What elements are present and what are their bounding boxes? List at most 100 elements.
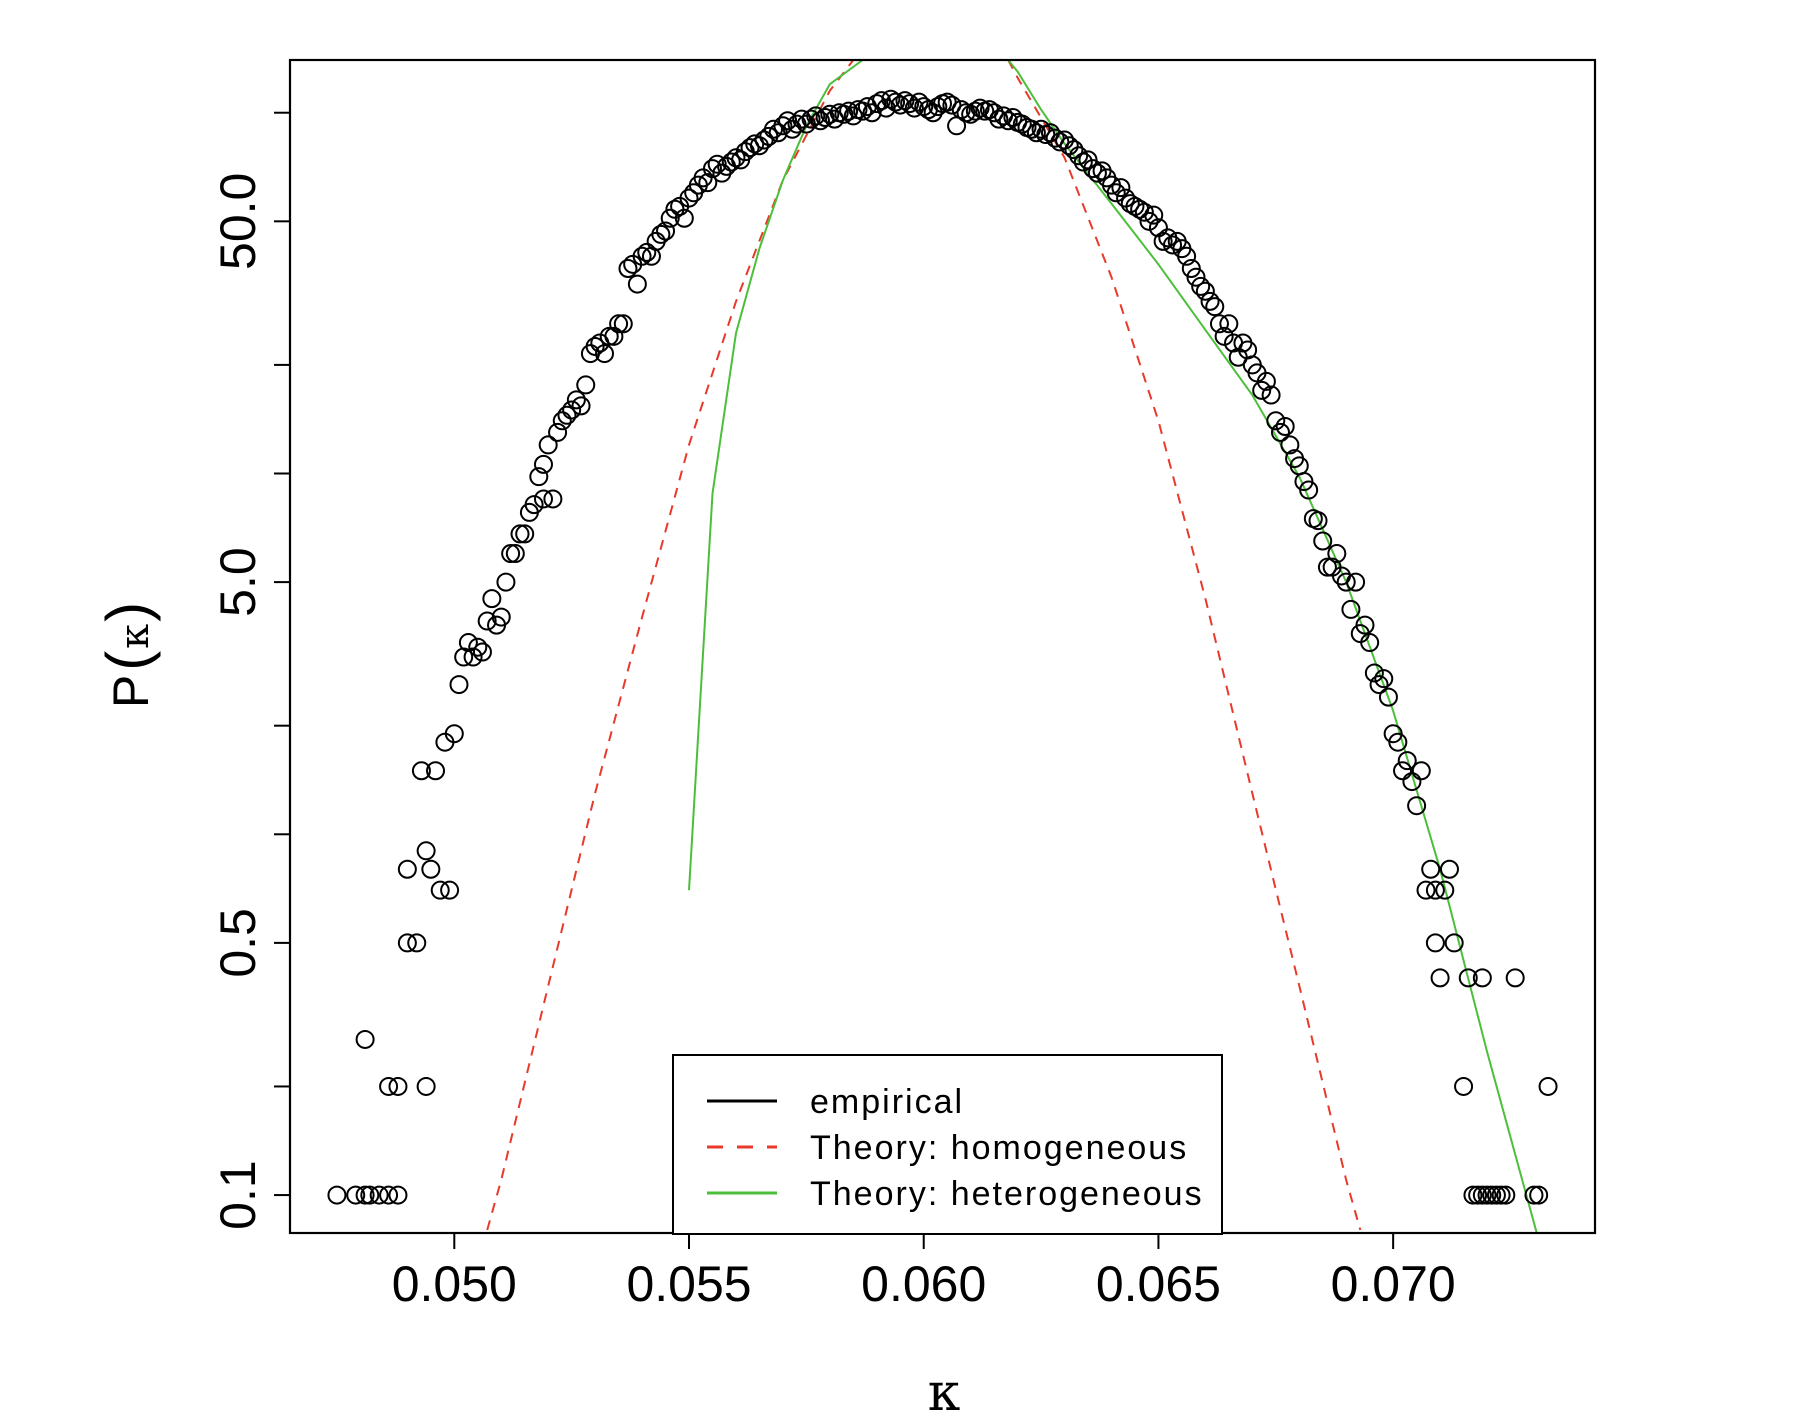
- empirical-point: [1106, 183, 1126, 203]
- empirical-point: [1407, 796, 1427, 816]
- empirical-point: [411, 761, 431, 781]
- y-tick-label: 50.0: [210, 173, 266, 270]
- empirical-point: [346, 1185, 366, 1205]
- empirical-point: [430, 880, 450, 900]
- empirical-point: [984, 103, 1004, 123]
- empirical-point: [660, 208, 680, 228]
- empirical-point: [552, 411, 572, 431]
- empirical-point: [1059, 136, 1079, 156]
- y-axis-title-symbol: κ: [112, 624, 158, 649]
- empirical-point: [1163, 235, 1183, 255]
- empirical-point: [510, 524, 530, 544]
- empirical-point: [637, 242, 657, 262]
- empirical-point: [707, 154, 727, 174]
- empirical-point: [867, 94, 887, 114]
- empirical-point: [1064, 140, 1084, 160]
- empirical-point: [1214, 326, 1234, 346]
- empirical-point: [449, 675, 469, 695]
- empirical-point: [1411, 761, 1431, 781]
- empirical-point: [1472, 968, 1492, 988]
- y-axis: 0.1 0.5 5.0 50.0: [210, 111, 291, 1230]
- empirical-point: [1261, 385, 1281, 405]
- empirical-point: [1425, 933, 1445, 953]
- empirical-point: [1524, 1185, 1544, 1205]
- empirical-point: [1482, 1185, 1502, 1205]
- empirical-point: [876, 98, 896, 118]
- empirical-point: [397, 859, 417, 879]
- series-line-theory-heterogeneous: [688, 60, 1538, 1233]
- empirical-point: [1355, 615, 1375, 635]
- empirical-point: [543, 489, 563, 509]
- empirical-point: [1435, 880, 1455, 900]
- empirical-point: [1421, 859, 1441, 879]
- empirical-point: [989, 109, 1009, 129]
- empirical-point: [1270, 422, 1290, 442]
- empirical-point: [1134, 202, 1154, 222]
- empirical-point: [496, 572, 516, 592]
- empirical-point: [1186, 267, 1206, 287]
- empirical-point: [1177, 246, 1197, 266]
- legend-label-empirical: empirical: [810, 1083, 964, 1121]
- empirical-point: [1031, 119, 1051, 139]
- empirical-point: [566, 390, 586, 410]
- empirical-point: [1378, 687, 1398, 707]
- empirical-point: [1468, 1185, 1488, 1205]
- empirical-point: [1026, 123, 1046, 143]
- empirical-point: [1153, 231, 1173, 251]
- svg-text:P(κ): P (κ): [94, 602, 161, 708]
- empirical-point: [1256, 371, 1276, 391]
- empirical-point: [1144, 205, 1164, 225]
- empirical-point: [1369, 675, 1389, 695]
- empirical-point: [397, 933, 417, 953]
- empirical-point: [407, 933, 427, 953]
- empirical-point: [1439, 859, 1459, 879]
- empirical-point: [1388, 732, 1408, 752]
- empirical-point: [1181, 259, 1201, 279]
- empirical-point: [1505, 968, 1525, 988]
- empirical-point: [632, 246, 652, 266]
- empirical-point: [1209, 314, 1229, 334]
- empirical-point: [1346, 572, 1366, 592]
- empirical-point: [1491, 1185, 1511, 1205]
- empirical-point: [533, 454, 553, 474]
- empirical-point: [1538, 1076, 1558, 1096]
- x-tick-label: 0.065: [1096, 1256, 1221, 1312]
- empirical-point: [801, 109, 821, 129]
- empirical-point: [674, 208, 694, 228]
- empirical-point: [505, 544, 525, 564]
- legend-label-heterogeneous: Theory: heterogeneous: [810, 1175, 1204, 1213]
- empirical-point: [388, 1185, 408, 1205]
- empirical-point: [1430, 968, 1450, 988]
- empirical-point: [1472, 1185, 1492, 1205]
- empirical-point: [426, 761, 446, 781]
- y-tick-label: 0.1: [210, 1160, 266, 1230]
- empirical-point: [599, 326, 619, 346]
- y-tick-label: 0.5: [210, 908, 266, 978]
- empirical-point: [1364, 663, 1384, 683]
- empirical-point: [1416, 880, 1436, 900]
- empirical-point: [1139, 211, 1159, 231]
- empirical-point: [900, 94, 920, 114]
- empirical-point: [468, 637, 488, 657]
- empirical-point: [764, 119, 784, 139]
- empirical-point: [787, 114, 807, 134]
- empirical-point: [369, 1185, 389, 1205]
- empirical-point: [416, 841, 436, 861]
- empirical-point: [388, 1076, 408, 1096]
- empirical-point: [702, 159, 722, 179]
- x-tick-label: 0.050: [392, 1256, 517, 1312]
- empirical-point: [1336, 572, 1356, 592]
- empirical-point: [806, 106, 826, 126]
- empirical-point: [792, 109, 812, 129]
- empirical-point: [491, 607, 511, 627]
- empirical-point: [1191, 276, 1211, 296]
- x-tick-label: 0.060: [861, 1256, 986, 1312]
- legend-box: [672, 1054, 1223, 1235]
- empirical-point: [1195, 281, 1215, 301]
- empirical-point: [1275, 416, 1295, 436]
- empirical-point: [327, 1185, 347, 1205]
- empirical-point: [1374, 669, 1394, 689]
- empirical-point: [360, 1185, 380, 1205]
- empirical-point: [421, 859, 441, 879]
